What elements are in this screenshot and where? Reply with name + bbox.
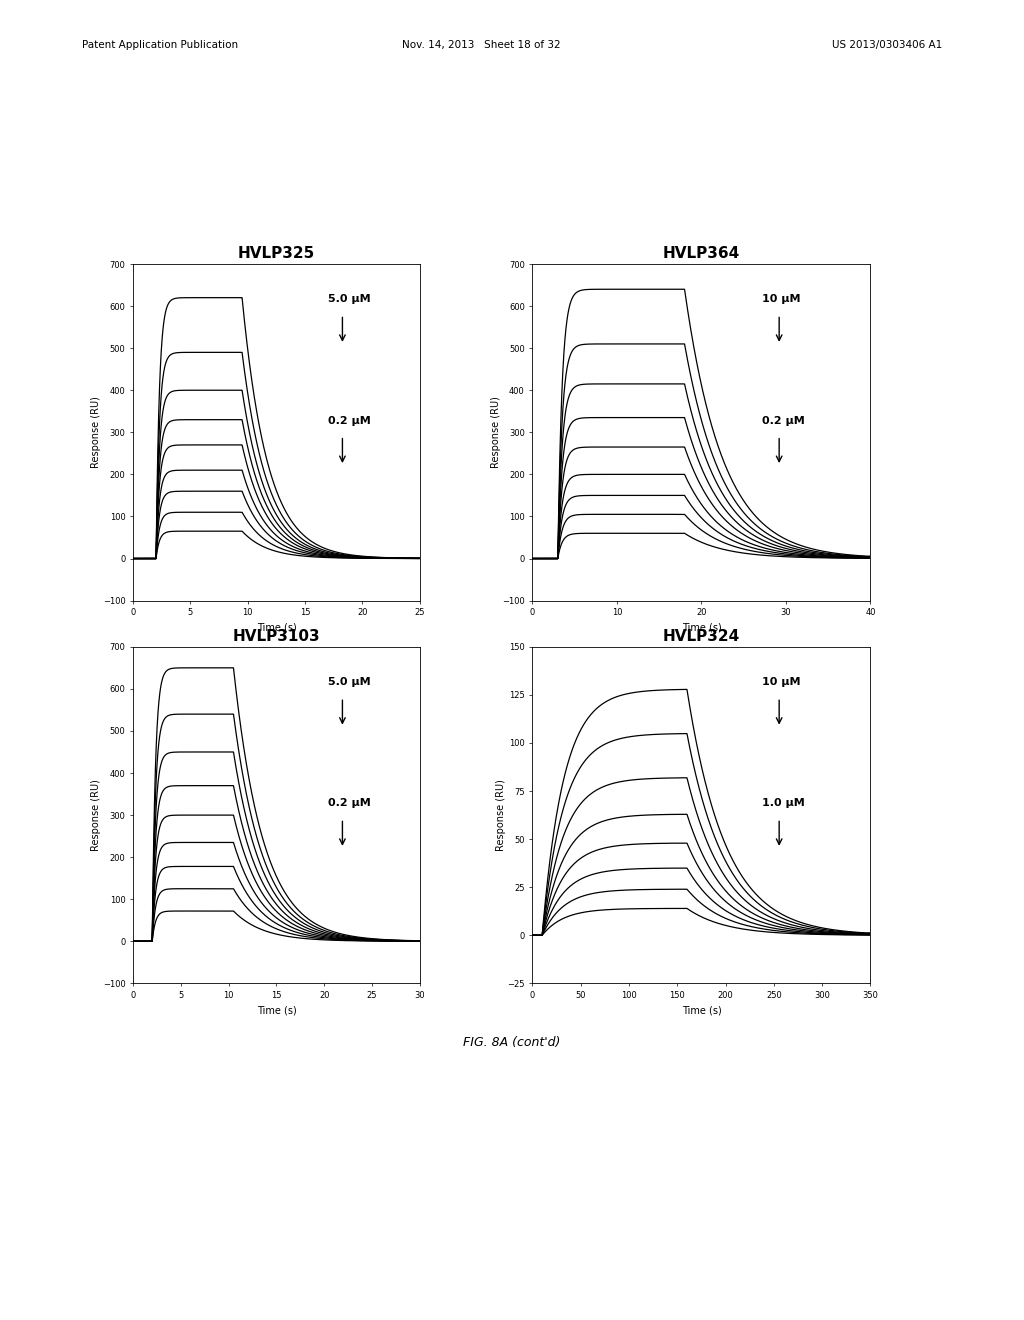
- Text: 5.0 μM: 5.0 μM: [328, 294, 371, 305]
- Text: 10 μM: 10 μM: [762, 294, 801, 305]
- Text: FIG. 8A (cont'd): FIG. 8A (cont'd): [463, 1036, 561, 1049]
- X-axis label: Time (s): Time (s): [682, 1006, 721, 1015]
- Text: Nov. 14, 2013   Sheet 18 of 32: Nov. 14, 2013 Sheet 18 of 32: [402, 40, 560, 50]
- Text: 0.2 μM: 0.2 μM: [328, 799, 371, 808]
- Y-axis label: Response (RU): Response (RU): [91, 396, 101, 469]
- Title: HVLP364: HVLP364: [663, 247, 740, 261]
- X-axis label: Time (s): Time (s): [682, 623, 721, 632]
- Title: HVLP3103: HVLP3103: [232, 630, 321, 644]
- Y-axis label: Response (RU): Response (RU): [496, 779, 506, 851]
- Text: 0.2 μM: 0.2 μM: [762, 416, 805, 425]
- Title: HVLP325: HVLP325: [238, 247, 315, 261]
- Y-axis label: Response (RU): Response (RU): [91, 779, 101, 851]
- X-axis label: Time (s): Time (s): [257, 623, 296, 632]
- X-axis label: Time (s): Time (s): [257, 1006, 296, 1015]
- Text: 10 μM: 10 μM: [762, 677, 801, 688]
- Text: 5.0 μM: 5.0 μM: [328, 677, 371, 688]
- Text: US 2013/0303406 A1: US 2013/0303406 A1: [831, 40, 942, 50]
- Y-axis label: Response (RU): Response (RU): [490, 396, 501, 469]
- Text: Patent Application Publication: Patent Application Publication: [82, 40, 238, 50]
- Title: HVLP324: HVLP324: [663, 630, 740, 644]
- Text: 1.0 μM: 1.0 μM: [762, 799, 805, 808]
- Text: 0.2 μM: 0.2 μM: [328, 416, 371, 425]
